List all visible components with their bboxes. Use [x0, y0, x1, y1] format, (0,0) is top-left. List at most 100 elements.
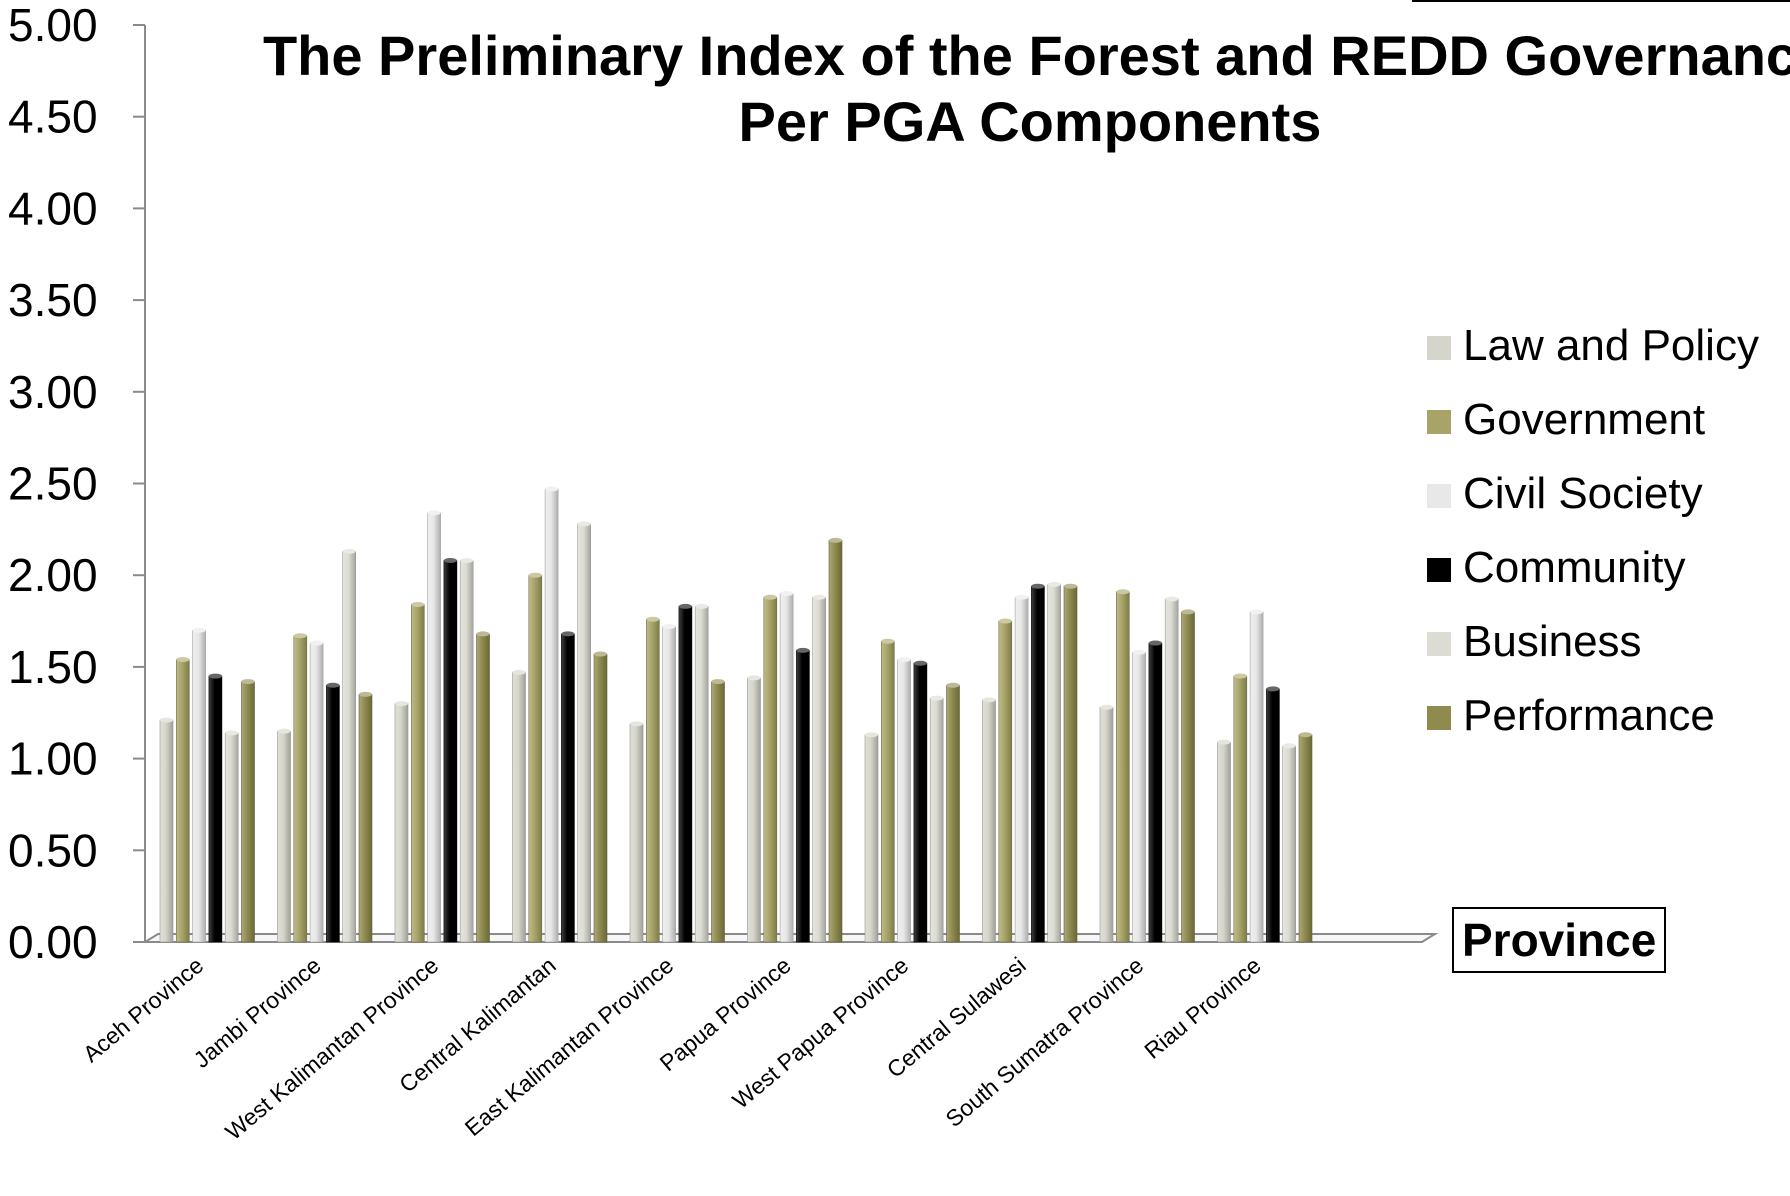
bar-cap [829, 537, 842, 543]
bar-cap [865, 732, 878, 738]
bar [1233, 675, 1248, 943]
bar [224, 732, 239, 943]
bar-cap [476, 631, 490, 637]
y-tick-label: 1.50 [8, 641, 98, 693]
bar-cap [528, 572, 542, 578]
bar-cap [1132, 649, 1146, 655]
bar [711, 681, 725, 943]
bar [694, 606, 709, 943]
legend-label: Civil Society [1463, 469, 1703, 518]
bar [159, 719, 174, 943]
bar-cap [1181, 609, 1195, 615]
x-axis-title: Province [1452, 907, 1667, 973]
bar-cap [982, 697, 996, 703]
legend-label: Community [1463, 543, 1686, 592]
y-tick-label: 0.50 [8, 824, 98, 876]
bar-cap [881, 638, 895, 644]
bar [1249, 611, 1264, 943]
bar [1164, 598, 1179, 943]
bar [593, 653, 608, 943]
bar [946, 684, 960, 943]
bar [1099, 706, 1114, 943]
bar [1266, 688, 1280, 943]
bar-cap [176, 657, 190, 663]
bar [1132, 651, 1146, 943]
bar-cap [594, 651, 607, 657]
legend-swatch [1427, 484, 1451, 508]
y-tick-label: 2.00 [8, 549, 98, 601]
bar-cap [747, 675, 761, 681]
bar [561, 633, 575, 943]
bar [880, 640, 895, 943]
bar-cap [326, 682, 340, 688]
bar-cap [395, 701, 408, 707]
bar-cap [1031, 583, 1045, 589]
legend-swatch [1427, 632, 1451, 656]
bar-cap [1047, 581, 1061, 587]
bar-cap [1148, 640, 1162, 646]
bar-cap [545, 486, 559, 492]
bar-cap [460, 558, 474, 564]
y-tick-label: 2.50 [8, 458, 98, 510]
bar [208, 675, 223, 943]
bar-cap [897, 657, 911, 663]
x-tick-label: Aceh Province [78, 952, 208, 1067]
bar [982, 699, 996, 943]
bar [192, 629, 206, 943]
y-tick-label: 3.00 [8, 366, 98, 418]
bar-cap [946, 682, 960, 688]
bar-cap [1116, 589, 1130, 595]
legend-label: Government [1463, 395, 1706, 444]
legend-swatch [1427, 410, 1451, 434]
bar [1031, 585, 1045, 943]
bar-cap [359, 691, 372, 697]
bar [176, 659, 190, 943]
bar [459, 560, 474, 943]
bar-cap [1299, 732, 1312, 738]
bar [358, 694, 373, 943]
bar-cap [646, 616, 660, 622]
bar-cap [796, 647, 810, 653]
legend-swatch [1427, 336, 1451, 360]
bar [1148, 642, 1163, 943]
bar [512, 672, 526, 943]
bar-cap [1233, 673, 1247, 679]
y-tick-label: 4.50 [8, 91, 98, 143]
bar [1181, 611, 1195, 943]
bar-cap [998, 618, 1012, 624]
chart-title-line-1: The Preliminary Index of the Forest and … [262, 24, 1790, 87]
bar-cap [678, 603, 692, 609]
bar [747, 677, 761, 943]
bar-cap [812, 594, 826, 600]
bar-cap [512, 669, 526, 675]
bar-cap [1250, 609, 1264, 615]
bar [913, 662, 928, 943]
bar [394, 703, 409, 943]
bar-cap [277, 728, 291, 734]
bar [929, 697, 944, 943]
bar-cap [342, 548, 356, 554]
bar-cap [411, 602, 425, 608]
bar-cap [913, 660, 927, 666]
y-tick-label: 1.00 [8, 733, 98, 785]
frame-edge-line [1412, 0, 1790, 2]
bar-cap [293, 633, 307, 639]
x-tick-label: West Kalimantan Province [220, 952, 443, 1145]
bar-cap [695, 603, 709, 609]
chart-title-line-2: Per PGA Components [738, 90, 1322, 153]
bar [342, 551, 357, 943]
bar [241, 681, 255, 943]
x-tick-label: East Kalimantan Province [460, 952, 678, 1141]
bar [309, 642, 324, 943]
y-tick-label: 4.00 [8, 182, 98, 234]
bar [427, 512, 441, 943]
bar [1116, 591, 1130, 943]
bar-cap [1064, 583, 1077, 589]
bar-cap [443, 558, 457, 564]
bar-cap [1015, 594, 1029, 600]
bar [864, 734, 879, 943]
bar-cap [780, 591, 794, 597]
bar [779, 593, 794, 943]
bar [577, 523, 592, 943]
x-tick-label: South Sumatra Province [941, 952, 1149, 1132]
